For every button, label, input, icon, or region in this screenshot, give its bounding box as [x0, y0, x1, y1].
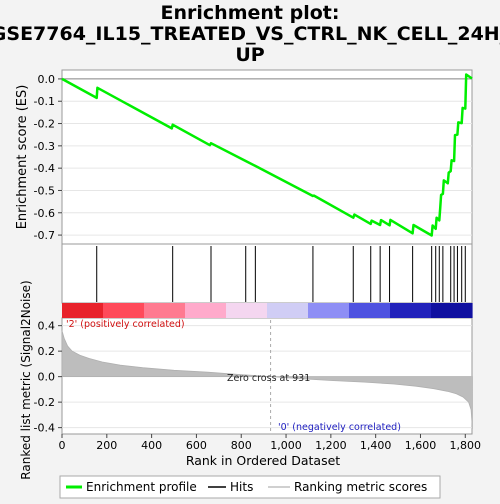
color-bar-segment: [226, 303, 268, 318]
color-bar-segment: [103, 303, 145, 318]
x-tick-label: 600: [186, 439, 207, 452]
es-tick-label: 0.0: [38, 73, 56, 86]
metric-y-ticks: 0.4 0.2 0.0 -0.2 -0.4: [34, 320, 62, 435]
legend-enrichment-label: Enrichment profile: [86, 480, 197, 494]
title-line-1: Enrichment plot:: [161, 2, 340, 24]
es-y-axis-label: Enrichment score (ES): [15, 85, 30, 230]
legend-box: [59, 475, 441, 499]
hit-markers: [96, 246, 466, 302]
ranking-metric-area: [61, 330, 473, 429]
es-tick-label: -0.7: [34, 229, 55, 242]
legend-hits-label: Hits: [230, 480, 253, 494]
enrichment-profile-path: [61, 73, 473, 237]
color-bar-segment: [308, 303, 350, 318]
x-tick-label: 400: [141, 439, 162, 452]
legend: Enrichment profile Hits Ranking metric s…: [59, 475, 441, 499]
x-tick-label: 1,600: [405, 439, 437, 452]
es-y-ticks: 0.0 -0.1 -0.2 -0.3 -0.4 -0.5 -0.6 -0.7: [34, 73, 62, 242]
es-tick-label: -0.2: [34, 118, 55, 131]
enrichment-profile-line: [61, 73, 473, 237]
metric-tick-label: -0.2: [34, 396, 55, 409]
color-bar-segment: [349, 303, 391, 318]
color-bar-segment: [185, 303, 227, 318]
x-axis-ticks: 0 200 400 600 800 1,000 1,200 1,400 1,600 1,800: [59, 434, 482, 452]
positive-correlation-label: '2' (positively correlated): [66, 319, 185, 330]
color-bar-segment: [144, 303, 186, 318]
color-bar-segment: [431, 303, 473, 318]
es-tick-label: -0.3: [34, 140, 55, 153]
metric-tick-label: 0.4: [38, 320, 56, 333]
zero-cross-label: Zero cross at 931: [227, 373, 310, 384]
x-tick-label: 1,000: [270, 439, 302, 452]
es-panel: [61, 69, 473, 245]
metric-tick-label: 0.0: [38, 371, 56, 384]
x-axis-label: Rank in Ordered Dataset: [186, 453, 340, 468]
x-tick-label: 1,200: [315, 439, 347, 452]
hits-panel: [61, 243, 473, 304]
metric-area-path: [61, 330, 473, 429]
es-tick-label: -0.4: [34, 162, 55, 175]
es-tick-label: -0.5: [34, 184, 55, 197]
x-tick-label: 800: [231, 439, 252, 452]
ranking-color-bar: [62, 303, 473, 318]
negative-correlation-label: '0' (negatively correlated): [278, 422, 401, 433]
x-tick-label: 1,400: [360, 439, 392, 452]
color-bar-segment: [62, 303, 104, 318]
legend-metric-label: Ranking metric scores: [294, 480, 427, 494]
color-bar-segment: [267, 303, 309, 318]
title-line-3: UP: [235, 44, 264, 66]
x-tick-label: 200: [96, 439, 117, 452]
x-tick-label: 0: [59, 439, 66, 452]
x-tick-label: 1,800: [450, 439, 482, 452]
metric-tick-label: -0.4: [34, 422, 55, 435]
metric-tick-label: 0.2: [38, 345, 56, 358]
title-line-2: GSE7764_IL15_TREATED_VS_CTRL_NK_CELL_24H…: [0, 23, 500, 45]
es-tick-label: -0.6: [34, 207, 55, 220]
metric-y-axis-label: Ranked list metric (Signal2Noise): [19, 280, 33, 479]
color-bar-segment: [390, 303, 432, 318]
chart-title: Enrichment plot: GSE7764_IL15_TREATED_VS…: [0, 2, 500, 66]
es-tick-label: -0.1: [34, 95, 55, 108]
